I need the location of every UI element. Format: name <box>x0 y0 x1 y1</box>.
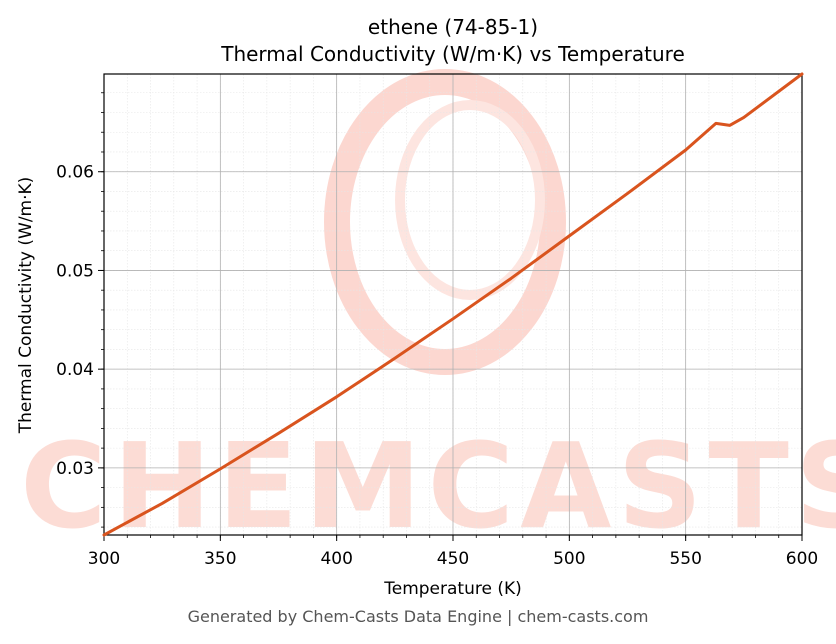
series-group <box>102 72 804 537</box>
x-tick-label: 350 <box>204 549 236 569</box>
x-tick-label: 500 <box>553 549 585 569</box>
y-tick-label: 0.06 <box>56 163 94 183</box>
axis-ticks <box>98 92 803 541</box>
x-tick-labels: 300 350 400 450 500 550 600 <box>88 549 818 569</box>
chart-subtitle: Thermal Conductivity (W/m·K) vs Temperat… <box>220 42 685 66</box>
y-tick-label: 0.03 <box>56 459 94 479</box>
footer-credit: Generated by Chem-Casts Data Engine | ch… <box>187 607 649 626</box>
x-tick-label: 550 <box>669 549 701 569</box>
watermark-text: CHEMCASTS <box>20 417 836 555</box>
y-tick-label: 0.04 <box>56 360 94 380</box>
y-axis-label: Thermal Conductivity (W/m·K) <box>16 177 36 435</box>
y-tick-labels: 0.03 0.04 0.05 0.06 <box>56 163 94 479</box>
x-axis-label: Temperature (K) <box>383 579 522 599</box>
series-line <box>102 72 804 537</box>
x-tick-label: 300 <box>88 549 120 569</box>
x-tick-label: 600 <box>786 549 818 569</box>
y-tick-label: 0.05 <box>56 261 94 281</box>
chart-title: ethene (74-85-1) <box>368 15 538 39</box>
x-tick-label: 450 <box>437 549 469 569</box>
watermark-logo: CHEMCASTS <box>20 69 836 555</box>
x-tick-label: 400 <box>320 549 352 569</box>
